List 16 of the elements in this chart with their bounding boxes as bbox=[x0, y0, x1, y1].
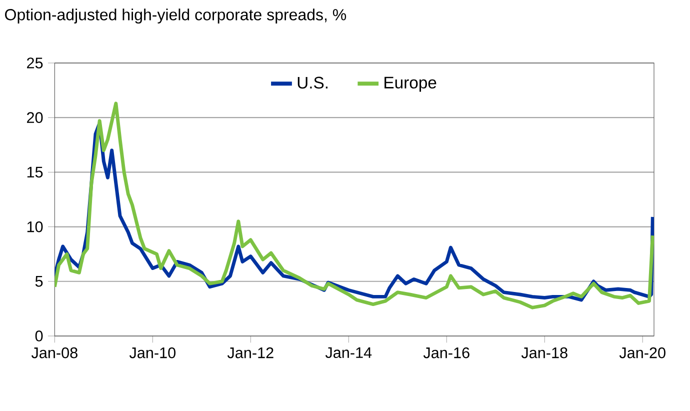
legend-label: U.S. bbox=[298, 76, 328, 89]
legend-label: Europe bbox=[384, 76, 436, 92]
x-tick-label: Jan-08 bbox=[31, 347, 78, 358]
y-tick-label: 25 bbox=[27, 58, 43, 68]
chart-title: Option-adjusted high-yield corporate spreads, % bbox=[5, 8, 346, 24]
x-tick-label: Jan-14 bbox=[325, 347, 372, 358]
x-tick-label: Jan-20 bbox=[619, 347, 666, 358]
y-tick-label: 20 bbox=[27, 112, 43, 124]
x-tick-label: Jan-12 bbox=[227, 347, 274, 358]
x-tick-label: Jan-10 bbox=[129, 347, 176, 358]
y-tick-label: 5 bbox=[35, 276, 43, 287]
x-tick-label: Jan-18 bbox=[521, 347, 568, 358]
y-tick-label: 0 bbox=[35, 330, 43, 342]
x-tick-label: Jan-16 bbox=[423, 347, 470, 358]
y-tick-label: 10 bbox=[27, 221, 43, 232]
y-tick-label: 15 bbox=[27, 166, 43, 178]
